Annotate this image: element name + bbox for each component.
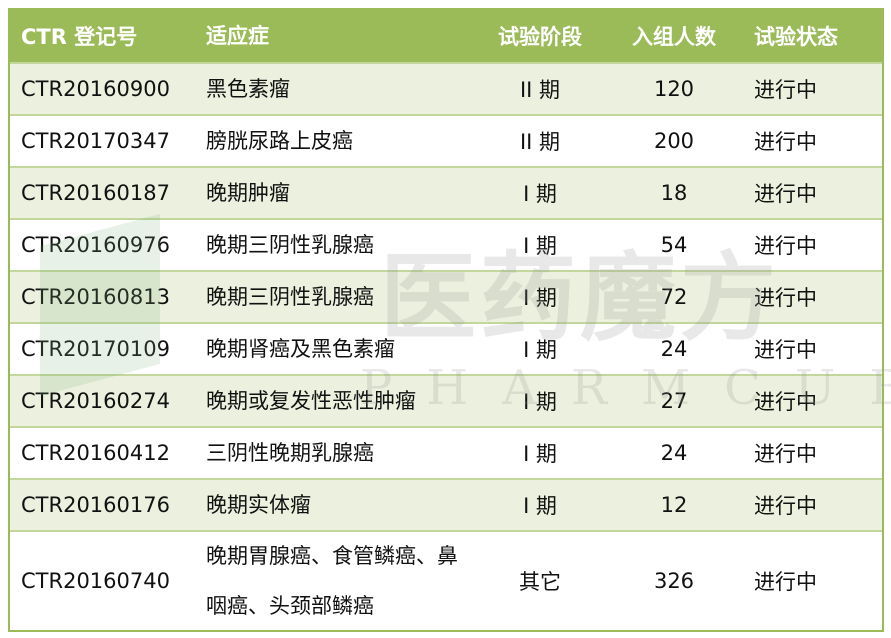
table-row: CTR20170347 膀胱尿路上皮癌 II 期 200 进行中 (10, 114, 882, 166)
cell-phase: I 期 (523, 442, 557, 466)
cell-phase: I 期 (523, 286, 557, 310)
cell-enrollment: 24 (660, 337, 688, 361)
cell-status: 进行中 (754, 494, 817, 518)
cell-status: 进行中 (754, 570, 817, 594)
cell-enrollment: 72 (660, 285, 688, 309)
table-row: CTR20160813 晚期三阴性乳腺癌 I 期 72 进行中 (10, 270, 882, 322)
cell-indication: 晚期实体瘤 (206, 493, 311, 517)
cell-indication: 晚期三阴性乳腺癌 (206, 285, 374, 309)
cell-indication: 黑色素瘤 (206, 77, 290, 101)
header-indication: 适应症 (206, 24, 269, 48)
cell-ctr-id: CTR20160900 (21, 77, 170, 101)
cell-phase: II 期 (519, 78, 561, 102)
cell-status: 进行中 (754, 442, 817, 466)
cell-ctr-id: CTR20170347 (21, 129, 170, 153)
cell-status: 进行中 (754, 130, 817, 154)
cell-ctr-id: CTR20170109 (21, 337, 170, 361)
cell-enrollment: 27 (660, 389, 688, 413)
table-row: CTR20160900 黑色素瘤 II 期 120 进行中 (10, 62, 882, 114)
cell-status: 进行中 (754, 338, 817, 362)
cell-indication: 晚期或复发性恶性肿瘤 (206, 389, 416, 413)
cell-ctr-id: CTR20160176 (21, 493, 170, 517)
cell-ctr-id: CTR20160740 (21, 569, 170, 593)
cell-ctr-id: CTR20160813 (21, 285, 170, 309)
table-header: CTR 登记号 适应症 试验阶段 入组人数 试验状态 (10, 10, 882, 62)
table-row: CTR20170109 晚期肾癌及黑色素瘤 I 期 24 进行中 (10, 322, 882, 374)
cell-phase: I 期 (523, 390, 557, 414)
cell-phase: I 期 (523, 338, 557, 362)
cell-enrollment: 200 (653, 129, 695, 153)
cell-indication: 三阴性晚期乳腺癌 (206, 441, 374, 465)
cell-enrollment: 18 (660, 181, 688, 205)
cell-indication: 晚期胃腺癌、食管鳞癌、鼻咽癌、头颈部鳞癌 (206, 544, 458, 618)
cell-phase: 其它 (519, 570, 561, 594)
cell-indication: 晚期三阴性乳腺癌 (206, 233, 374, 257)
table-row: CTR20160274 晚期或复发性恶性肿瘤 I 期 27 进行中 (10, 374, 882, 426)
cell-status: 进行中 (754, 182, 817, 206)
cell-indication: 晚期肾癌及黑色素瘤 (206, 337, 395, 361)
header-status: 试验状态 (754, 25, 838, 49)
cell-phase: I 期 (523, 182, 557, 206)
header-phase: 试验阶段 (498, 25, 582, 49)
cell-ctr-id: CTR20160274 (21, 389, 170, 413)
cell-ctr-id: CTR20160412 (21, 441, 170, 465)
cell-ctr-id: CTR20160187 (21, 181, 170, 205)
cell-phase: I 期 (523, 494, 557, 518)
cell-phase: I 期 (523, 234, 557, 258)
table-row: CTR20160187 晚期肿瘤 I 期 18 进行中 (10, 166, 882, 218)
cell-indication: 晚期肿瘤 (206, 181, 290, 205)
table-row: CTR20160740 晚期胃腺癌、食管鳞癌、鼻咽癌、头颈部鳞癌 其它 326 进行中 (10, 530, 882, 630)
cell-ctr-id: CTR20160976 (21, 233, 170, 257)
header-enrollment: 入组人数 (632, 25, 716, 49)
cell-enrollment: 120 (653, 77, 695, 101)
cell-status: 进行中 (754, 286, 817, 310)
cell-enrollment: 24 (660, 441, 688, 465)
table-row: CTR20160412 三阴性晚期乳腺癌 I 期 24 进行中 (10, 426, 882, 478)
cell-enrollment: 12 (660, 493, 688, 517)
table-row: CTR20160976 晚期三阴性乳腺癌 I 期 54 进行中 (10, 218, 882, 270)
cell-enrollment: 54 (660, 233, 688, 257)
cell-phase: II 期 (519, 130, 561, 154)
cell-status: 进行中 (754, 390, 817, 414)
clinical-trials-table: CTR 登记号 适应症 试验阶段 入组人数 试验状态 CTR20160900 黑色… (8, 8, 884, 632)
header-ctr-id: CTR 登记号 (21, 25, 138, 49)
cell-indication: 膀胱尿路上皮癌 (206, 129, 353, 153)
table-row: CTR20160176 晚期实体瘤 I 期 12 进行中 (10, 478, 882, 530)
cell-status: 进行中 (754, 78, 817, 102)
cell-enrollment: 326 (653, 569, 695, 593)
cell-status: 进行中 (754, 234, 817, 258)
